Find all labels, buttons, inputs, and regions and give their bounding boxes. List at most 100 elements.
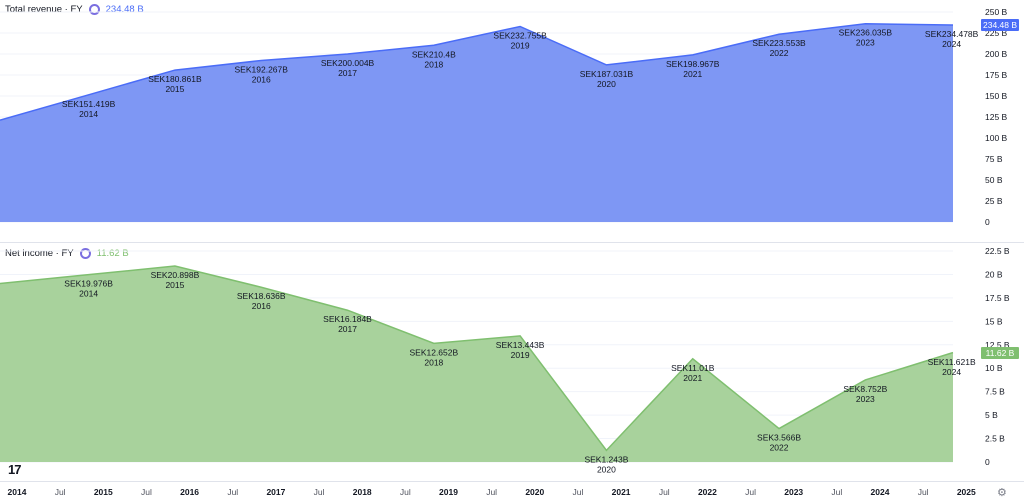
data-label-year: 2014 [79,109,98,119]
x-tick-label: 2020 [525,487,544,497]
y-tick-label: 5 B [985,410,998,420]
x-axis: 2014 Jul 2015 Jul 2016 Jul 2017 Jul 2018 Jul 2019 J… [8,487,976,497]
x-tick-label: Jul [573,487,584,497]
data-label: SEK232.755B [493,30,547,40]
revenue-pane-legend[interactable]: Total revenue · FY 234.48 B [5,4,144,15]
x-tick-label: Jul [55,487,66,497]
data-label-year: 2016 [252,301,271,311]
tradingview-logo-icon[interactable]: 17 [8,462,22,477]
net-income-current-value: 11.62 B [96,248,129,259]
data-label: SEK20.898B [151,270,200,280]
time-axis-border [0,481,1024,482]
x-tick-label: 2015 [94,487,113,497]
data-label-year: 2024 [942,39,961,49]
y-tick-label: 200 B [985,49,1008,59]
y-tick-label: 150 B [985,91,1008,101]
area-fill [0,266,953,462]
net-income-pane: 22.5 B 20 B 17.5 B 15 B 12.5 B 10 B 7.5 B 5 B 2.… [0,246,1019,474]
y-tick-label: 175 B [985,70,1008,80]
data-label: SEK234.478B [925,29,979,39]
x-tick-label: Jul [831,487,842,497]
data-label: SEK3.566B [757,433,801,443]
data-label: SEK16.184B [323,314,372,324]
revenue-pane-title: Total revenue · FY [5,4,83,15]
x-tick-label: Jul [486,487,497,497]
data-label: SEK236.035B [839,28,893,38]
data-label-year: 2018 [424,357,443,367]
y-tick-label: 50 B [985,175,1003,185]
y-tick-label: 12.5 B [985,340,1010,350]
data-label: SEK13.443B [496,340,545,350]
data-label: SEK11.621B [928,357,976,367]
revenue-pane: 250 B 225 B 200 B 175 B 150 B 125 B 100 B 75 B 5… [0,7,1019,227]
x-tick-label: 2024 [871,487,890,497]
gear-icon[interactable]: ⚙ [997,487,1007,499]
data-label: SEK18.636B [237,291,286,301]
y-tick-label: 75 B [985,154,1003,164]
x-tick-label: Jul [314,487,325,497]
data-label: SEK151.419B [62,99,116,109]
data-label-year: 2015 [165,280,184,290]
y-tick-label: 25 B [985,196,1003,206]
x-tick-label: Jul [745,487,756,497]
y-tick-label: 125 B [985,112,1008,122]
data-label-year: 2015 [165,84,184,94]
data-label: SEK19.976B [64,279,113,289]
data-label: SEK210.4B [412,49,456,59]
data-label-year: 2017 [338,68,357,78]
x-tick-label: 2014 [8,487,27,497]
x-tick-label: Jul [918,487,929,497]
data-label: SEK200.004B [321,58,375,68]
x-tick-label: Jul [400,487,411,497]
data-label: SEK198.967B [666,59,720,69]
x-tick-label: 2025 [957,487,976,497]
data-label-year: 2021 [683,373,702,383]
sync-icon[interactable] [79,248,91,259]
y-tick-label: 250 B [985,7,1008,17]
data-label-year: 2017 [338,324,357,334]
pane-separator[interactable] [0,242,1024,243]
data-label-year: 2014 [79,289,98,299]
y-tick-label: 17.5 B [985,293,1010,303]
y-tick-label: 10 B [985,363,1003,373]
x-tick-label: 2016 [180,487,199,497]
data-label-year: 2020 [597,464,616,474]
last-value-badge [981,347,1019,360]
data-label-year: 2023 [856,394,875,404]
data-label-year: 2022 [770,48,789,58]
last-value-badge [981,19,1019,32]
y-tick-label: 0 [985,217,990,227]
y-tick-label: 15 B [985,316,1003,326]
y-tick-label: 7.5 B [985,387,1005,397]
last-value-label: 234.48 B [983,20,1017,30]
data-label-year: 2018 [424,59,443,69]
data-label-year: 2024 [942,367,961,377]
sync-icon[interactable] [88,4,100,15]
net-income-pane-title: Net income · FY [5,248,74,259]
y-tick-label: 225 B [985,28,1008,38]
x-tick-label: 2021 [612,487,631,497]
y-tick-label: 22.5 B [985,246,1010,256]
data-label-year: 2022 [770,443,789,453]
y-tick-label: 2.5 B [985,434,1005,444]
data-label: SEK12.652B [409,347,458,357]
y-tick-label: 0 [985,457,990,467]
y-tick-label: 20 B [985,269,1003,279]
x-tick-label: 2022 [698,487,717,497]
y-tick-label: 100 B [985,133,1008,143]
area-fill [0,23,953,222]
data-label: SEK1.243B [584,454,628,464]
net-income-pane-legend[interactable]: Net income · FY 11.62 B [5,248,129,259]
data-label: SEK8.752B [843,384,887,394]
data-label-year: 2019 [511,40,530,50]
data-label: SEK180.861B [148,74,202,84]
x-tick-label: Jul [141,487,152,497]
data-label: SEK223.553B [752,38,806,48]
x-tick-label: 2019 [439,487,458,497]
x-tick-label: Jul [227,487,238,497]
data-label: SEK187.031B [580,69,634,79]
data-label-year: 2023 [856,38,875,48]
last-value-label: 11.62 B [986,348,1015,358]
